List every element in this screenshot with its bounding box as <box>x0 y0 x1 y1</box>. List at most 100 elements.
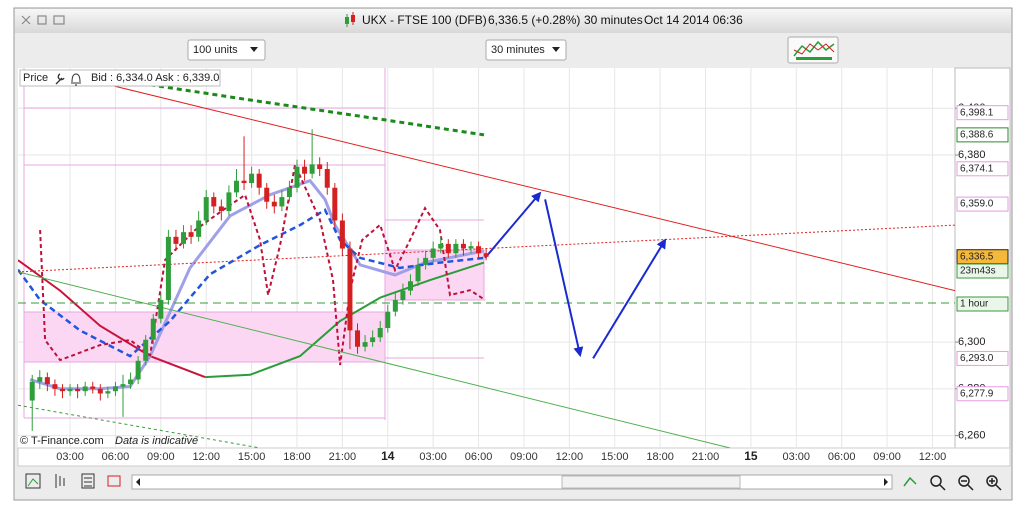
price-marker-label: 6,374.1 <box>960 163 994 174</box>
overlay-line <box>29 178 485 391</box>
units-label: 100 units <box>193 44 238 56</box>
candle-body <box>377 328 383 338</box>
candle-body <box>302 166 308 174</box>
x-tick-label: 12:00 <box>192 451 220 463</box>
candle-body <box>75 388 81 392</box>
chart-style-button[interactable] <box>787 36 839 64</box>
price-marker <box>956 386 1009 402</box>
y-tick-label: 6,380 <box>958 149 986 161</box>
window-interval: 30 minutes <box>584 13 643 27</box>
price-marker-label: 6,293.0 <box>960 353 994 364</box>
candle-body <box>332 187 338 221</box>
units-dropdown[interactable] <box>187 39 266 61</box>
window-controls[interactable] <box>21 15 65 25</box>
candle-body <box>181 232 187 244</box>
price-marker <box>956 350 1009 366</box>
candle-body <box>211 197 217 207</box>
candle-body <box>196 220 202 237</box>
x-tick-label: 06:00 <box>465 451 493 463</box>
candle-body <box>355 330 361 347</box>
candle-body <box>392 299 398 312</box>
x-tick-label: 03:00 <box>56 451 84 463</box>
candle-body <box>385 311 391 329</box>
title-bar <box>15 9 1011 33</box>
candle-body <box>476 246 482 254</box>
x-tick-label: 15:00 <box>238 451 266 463</box>
status-badge-label: 1 hour <box>960 299 989 310</box>
candle-body <box>407 281 413 291</box>
candle-body <box>415 264 421 282</box>
dropdown-arrow <box>250 47 258 52</box>
scroll-thumb[interactable] <box>561 475 741 489</box>
candle-body <box>158 299 164 319</box>
status-badge <box>956 263 1009 279</box>
candle-body <box>256 173 262 188</box>
price-marker-label: 6,336.5 <box>960 251 994 262</box>
candle-body <box>29 381 35 401</box>
price-marker-label: 6,359.0 <box>960 199 994 210</box>
candle-body <box>135 360 141 380</box>
candle-body <box>37 377 43 382</box>
tool-icons[interactable] <box>25 473 121 489</box>
scroll-right[interactable] <box>884 478 888 486</box>
plot-layer <box>18 79 955 448</box>
price-marker <box>956 105 1009 121</box>
candle-body <box>52 384 58 389</box>
candle-body <box>271 201 277 207</box>
candle-body <box>105 391 111 394</box>
overlay-line <box>18 208 485 358</box>
interval-dropdown[interactable] <box>485 39 567 61</box>
candle-body <box>362 342 368 347</box>
candle-body <box>468 246 474 249</box>
overlay-line <box>18 224 955 273</box>
candle-body <box>294 166 300 188</box>
x-tick-label: 06:00 <box>828 451 856 463</box>
quote: Bid : 6,334.0 Ask : 6,339.0 <box>91 72 219 84</box>
candle-body <box>400 290 406 300</box>
candle-body <box>249 173 255 184</box>
window-symbol: UKX - FTSE 100 (DFB) <box>362 13 487 27</box>
status-badge <box>956 296 1009 312</box>
alert-icon[interactable] <box>71 73 81 86</box>
x-tick-label: 18:00 <box>283 451 311 463</box>
x-tick-label: 09:00 <box>147 451 175 463</box>
x-tick-label: 06:00 <box>102 451 130 463</box>
credit: © T-Finance.com <box>20 435 104 447</box>
candle-body <box>203 197 209 221</box>
candle-body <box>317 164 323 170</box>
candle-body <box>120 384 126 387</box>
x-tick-label: 03:00 <box>419 451 447 463</box>
price-marker-label: 6,388.6 <box>960 130 994 141</box>
legend-box <box>19 69 221 87</box>
projection-arrow <box>544 199 584 358</box>
candle-body <box>483 253 489 257</box>
note: Data is indicative <box>115 435 198 447</box>
x-tick-label: 09:00 <box>873 451 901 463</box>
candle-body <box>324 169 330 188</box>
settings-icon[interactable] <box>55 73 65 85</box>
zoom-icons[interactable] <box>903 475 1002 491</box>
x-tick-label: 15:00 <box>601 451 629 463</box>
x-tick-label: 12:00 <box>919 451 947 463</box>
window-price: 6,336.5 (+0.28%) <box>488 13 580 27</box>
candle-body <box>97 388 103 394</box>
scrollbar[interactable] <box>131 474 893 490</box>
price-marker <box>956 161 1009 177</box>
x-tick-label: 18:00 <box>646 451 674 463</box>
candle-body <box>438 243 444 249</box>
x-tick-label: 09:00 <box>510 451 538 463</box>
candle-body <box>241 180 247 184</box>
x-tick-label: 21:00 <box>692 451 720 463</box>
overlay-line <box>18 271 731 448</box>
scroll-left[interactable] <box>136 478 140 486</box>
candle-body <box>453 243 459 254</box>
candle-body <box>218 206 224 212</box>
dropdown-arrow <box>552 47 560 52</box>
candle-body <box>188 232 194 237</box>
x-tick-label: 15 <box>744 449 758 463</box>
candle-body <box>445 243 451 254</box>
price-marker-label: 6,277.9 <box>960 388 994 399</box>
candle-body <box>67 388 73 392</box>
